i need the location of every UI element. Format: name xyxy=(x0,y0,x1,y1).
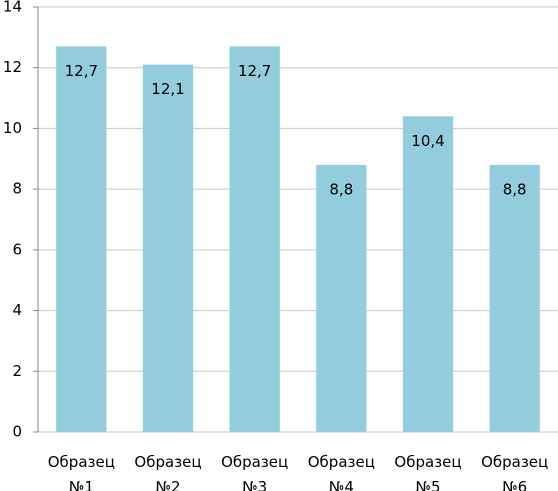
y-tick-label: 14 xyxy=(3,0,22,16)
value-label: 8,8 xyxy=(503,180,527,198)
bar xyxy=(56,46,107,432)
y-tick-label: 10 xyxy=(3,119,22,137)
value-label: 10,4 xyxy=(411,132,444,150)
x-tick-label: Образец №6 xyxy=(481,453,548,491)
x-tick-label: Образец №3 xyxy=(221,453,288,491)
x-tick-label: Образец №1 xyxy=(48,453,115,491)
x-tick-label: Образец №5 xyxy=(394,453,461,491)
x-tick-label: Образец №2 xyxy=(134,453,201,491)
y-tick-label: 12 xyxy=(3,58,22,76)
x-tick-label: Образец №4 xyxy=(308,453,375,491)
y-tick-label: 6 xyxy=(12,240,22,258)
value-label: 12,1 xyxy=(151,80,184,98)
y-tick-label: 4 xyxy=(12,301,22,319)
bar xyxy=(402,116,454,433)
bar xyxy=(489,164,540,432)
y-tick-label: 8 xyxy=(12,180,22,198)
bar xyxy=(142,64,194,432)
value-label: 8,8 xyxy=(329,180,353,198)
value-label: 12,7 xyxy=(65,62,98,80)
y-tick-label: 2 xyxy=(12,362,22,380)
y-tick-label: 0 xyxy=(12,423,22,441)
bar xyxy=(316,164,367,432)
bar xyxy=(229,46,280,432)
value-label: 12,7 xyxy=(238,62,271,80)
